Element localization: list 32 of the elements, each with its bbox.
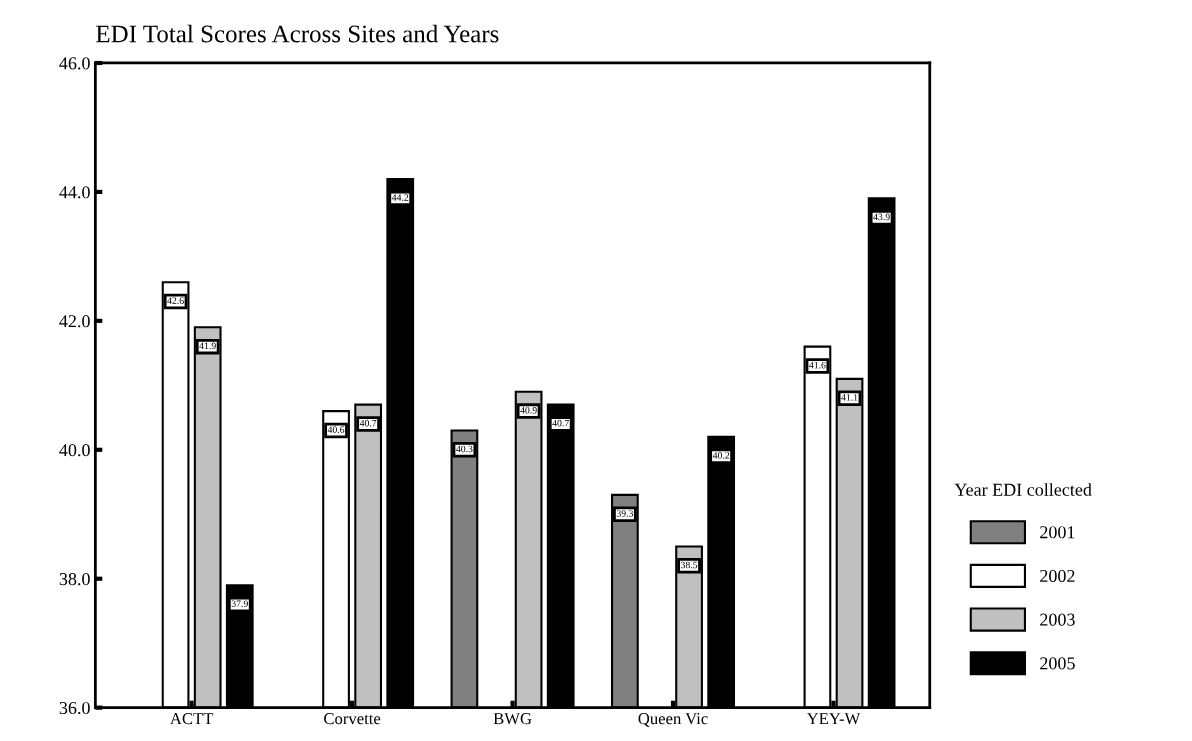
data-label: 37.9 bbox=[231, 600, 248, 607]
data-label: 43.9 bbox=[873, 213, 890, 221]
x-tick-label: BWG bbox=[493, 713, 532, 725]
data-label: 44.2 bbox=[391, 194, 409, 201]
legend-label: 2003 bbox=[1040, 613, 1075, 626]
data-label: 41.6 bbox=[809, 361, 826, 369]
x-tick-label: Corvette bbox=[324, 713, 381, 725]
data-label: 41.1 bbox=[841, 394, 858, 401]
x-tick-label: Queen Vic bbox=[638, 713, 708, 727]
y-tick-label: 36.0 bbox=[59, 701, 90, 715]
data-label: 40.7 bbox=[359, 419, 377, 427]
data-label: 40.2 bbox=[712, 452, 730, 459]
data-label: 42.6 bbox=[167, 297, 184, 304]
y-tick-label: 38.0 bbox=[59, 572, 90, 586]
legend-label: 2002 bbox=[1040, 569, 1075, 583]
data-label: 40.7 bbox=[552, 419, 569, 427]
legend-label: 2001 bbox=[1040, 526, 1075, 539]
data-label: 38.5 bbox=[681, 561, 698, 569]
chart-title: EDI Total Scores Across Sites and Years bbox=[96, 24, 499, 43]
legend-label: 2005 bbox=[1040, 657, 1075, 670]
y-tick-label: 46.0 bbox=[59, 57, 90, 70]
data-label: 40.9 bbox=[520, 406, 537, 414]
x-tick-label: ACTT bbox=[170, 713, 214, 725]
data-label: 40.3 bbox=[456, 445, 473, 453]
x-tick-label: YEY-W bbox=[806, 713, 861, 725]
legend-title: Year EDI collected bbox=[954, 483, 1092, 496]
data-label: 41.9 bbox=[199, 342, 216, 350]
y-tick-label: 42.0 bbox=[59, 315, 90, 328]
data-label: 40.6 bbox=[327, 426, 345, 433]
data-label: 39.3 bbox=[616, 510, 634, 517]
y-tick-label: 44.0 bbox=[59, 186, 90, 199]
y-tick-label: 40.0 bbox=[59, 444, 90, 457]
